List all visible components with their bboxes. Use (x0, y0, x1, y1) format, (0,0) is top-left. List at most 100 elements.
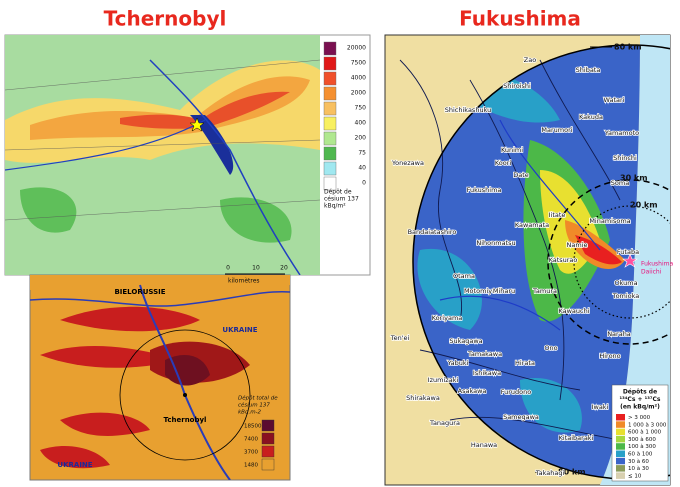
legend-label: 2000 (351, 90, 366, 97)
place-label: Miharu (493, 287, 515, 295)
scale-label: 10 (252, 265, 260, 272)
place-label: Samegawa (503, 413, 539, 421)
place-label: Izumizaki (428, 376, 459, 384)
legend-label: 10 à 30 (628, 465, 649, 472)
legend-swatch (323, 86, 337, 101)
place-label: Tamakawa (467, 350, 502, 358)
title: Tchernobyl (104, 7, 227, 31)
legend-title: kBq/m² (324, 203, 346, 210)
place-label: Ten'ei (390, 334, 410, 342)
legend-swatch (616, 472, 625, 479)
ring-label: 30 km (620, 174, 648, 183)
legend-label: 40 (358, 165, 366, 172)
place-label: Shinchi (613, 154, 637, 162)
place-label: Kawamata (515, 221, 549, 229)
place-label: Hanawa (471, 441, 497, 449)
place-label: Koriyama (432, 314, 463, 322)
scale-label: 0 (226, 265, 230, 272)
place-label: Fukushima (467, 186, 502, 194)
legend-label: 1480 (244, 463, 258, 469)
legend-label: 7400 (244, 437, 258, 443)
place-label: Bandaiatashiro (408, 228, 457, 236)
place-label: Furudono (501, 388, 532, 396)
place-label: Iitate (549, 211, 566, 219)
place-label: Kitaibaraki (559, 434, 594, 442)
fukushima-map (384, 34, 671, 486)
place-label: Motomiya (464, 287, 496, 295)
legend-swatch (616, 465, 625, 472)
place-label: Okuma (614, 279, 637, 287)
place-label: Tomioka (612, 292, 640, 300)
legend-label: 750 (355, 105, 367, 112)
legend-label: 600 à 1 000 (628, 429, 662, 436)
place-label: Watari (603, 96, 624, 104)
plant-label: Fukushima (641, 261, 673, 268)
legend-swatch (616, 421, 625, 428)
legend-swatch (323, 41, 337, 56)
place-label: Hirono (599, 352, 620, 360)
legend-swatch (261, 445, 275, 458)
legend-label: 300 à 600 (628, 436, 656, 443)
legend-title: Dépôt de (324, 189, 352, 196)
legend-title: Dépôt total de (238, 395, 278, 402)
legend-title: césium 137 (324, 196, 359, 203)
place-label: Shichikashuku (445, 106, 492, 114)
place-label: Tchernobyl (164, 416, 207, 424)
legend-swatch (323, 131, 337, 146)
legend-title: kBq.m-2 (238, 410, 262, 416)
legend-label: 7500 (351, 60, 366, 67)
chernobyl-bottom-map (29, 274, 291, 481)
legend-swatch (323, 161, 337, 176)
legend-label: 100 à 300 (628, 443, 656, 450)
place-label: Takahagi (535, 469, 565, 477)
place-label: Iwaki (592, 403, 609, 411)
place-label: Sukagawa (449, 337, 482, 345)
legend-swatch (261, 419, 275, 432)
legend-swatch (616, 414, 625, 421)
place-label: Namie (567, 241, 588, 249)
legend-swatch (616, 443, 625, 450)
scale-unit: kilomètres (228, 278, 260, 285)
place-label: Marumori (541, 126, 572, 134)
legend-label: 400 (355, 120, 367, 127)
place-label: Date (513, 171, 529, 179)
place-label: Hirata (515, 359, 535, 367)
ring-label: 80 km (614, 43, 642, 52)
legend-swatch (323, 71, 337, 86)
legend-label: ≤ 10 (628, 473, 642, 479)
legend-label: 0 (362, 180, 366, 187)
legend-swatch (323, 146, 337, 161)
place-label: Ono (544, 344, 557, 352)
place-label: Naraha (607, 330, 631, 338)
legend-swatch (323, 101, 337, 116)
legend-label: 20000 (347, 45, 366, 52)
place-label: Tamura (532, 287, 557, 295)
legend-label: 3700 (244, 450, 258, 456)
legend-title: ¹³⁴Cs + ¹³⁷Cs (620, 396, 661, 403)
legend-swatch (323, 116, 337, 131)
legend-label: 4000 (351, 75, 366, 82)
place-label: Nihonmatsu (476, 239, 515, 247)
plant-label: Daiichi (641, 269, 662, 276)
title: Fukushima (459, 7, 581, 31)
place-label: Yamamoto (604, 129, 639, 137)
legend-swatch (323, 176, 337, 191)
place-label: UKRAINE (57, 461, 92, 469)
chernobyl-top-map (4, 34, 371, 276)
place-label: Shiroishi (503, 82, 531, 90)
legend-label: 1 000 à 3 000 (628, 421, 667, 428)
legend-swatch (323, 56, 337, 71)
legend-label: 60 à 100 (628, 451, 653, 458)
place-label: Asakawa (458, 387, 487, 395)
place-label: BIELORUSSIE (114, 288, 165, 296)
place-label: Kawauchi (558, 307, 589, 315)
place-label: Ishikawa (473, 369, 501, 377)
ring-label: 80 km (558, 468, 586, 477)
legend-swatch (616, 435, 625, 443)
place-label: Futaba (617, 248, 639, 256)
place-label: UKRAINE (222, 326, 257, 334)
scale-label: 20 (280, 265, 288, 272)
place-label: Minamisoma (589, 217, 630, 225)
place-label: Kunimi (501, 146, 523, 154)
place-label: Koori (495, 159, 512, 167)
